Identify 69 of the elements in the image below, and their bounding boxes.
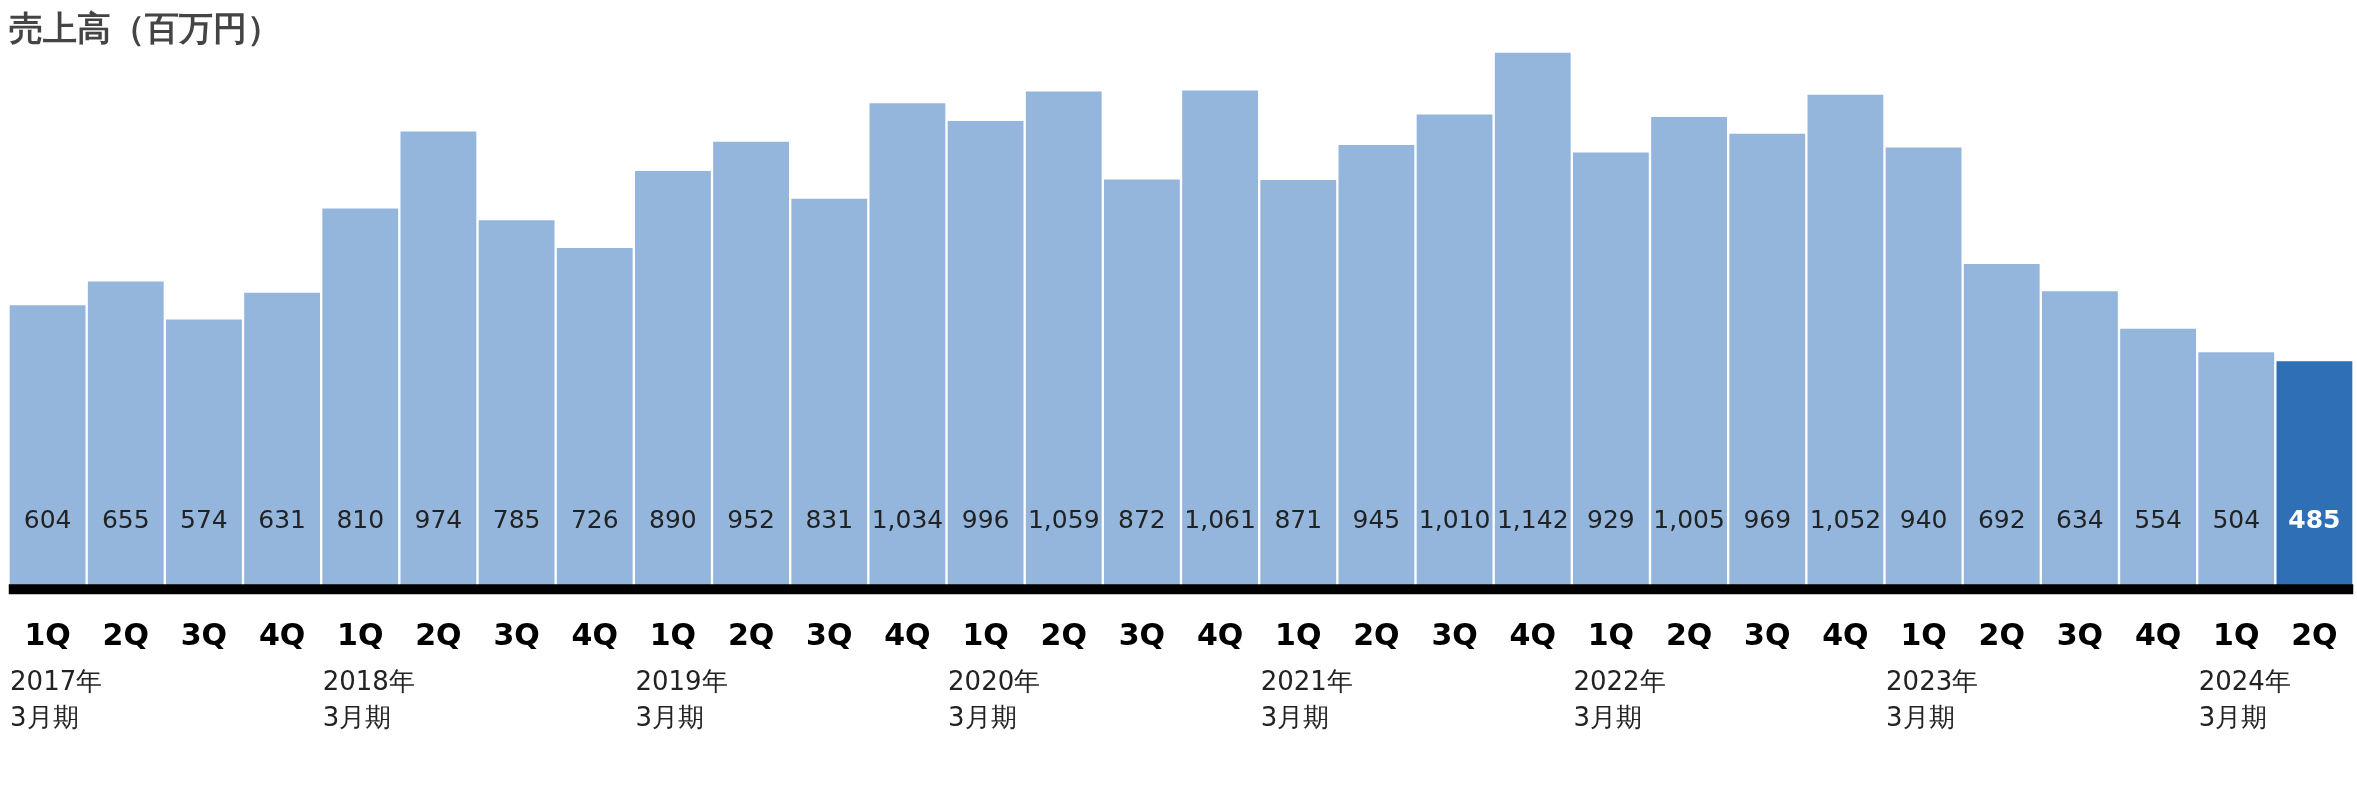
x-tick-label: 3Q bbox=[180, 616, 228, 652]
data-label: 872 bbox=[1118, 505, 1166, 535]
data-label: 631 bbox=[258, 505, 306, 535]
x-tick-label: 3Q bbox=[493, 616, 540, 652]
x-tick-label: 4Q bbox=[884, 616, 931, 652]
x-tick-label: 4Q bbox=[1509, 616, 1556, 652]
x-tick-label: 1Q bbox=[962, 616, 1009, 652]
x-tick-label: 2Q bbox=[2291, 616, 2338, 652]
data-label: 940 bbox=[1899, 505, 1948, 535]
x-tick-label: 1Q bbox=[1587, 616, 1635, 652]
x-tick-label: 3Q bbox=[806, 616, 853, 652]
data-label: 974 bbox=[414, 505, 463, 535]
text: 2020年 3月期 bbox=[948, 666, 1041, 733]
data-label: 655 bbox=[101, 505, 150, 535]
x-tick-label: 1Q bbox=[2213, 616, 2260, 652]
x-tick-label: 3Q bbox=[1118, 616, 1166, 652]
x-tick-label: 4Q bbox=[2134, 616, 2182, 652]
data-label: 810 bbox=[336, 505, 385, 535]
data-label: 634 bbox=[2056, 505, 2104, 535]
x-tick-label: 2Q bbox=[1665, 616, 1713, 652]
text: 2019年 3月期 bbox=[635, 666, 728, 733]
text: 2024年 3月期 bbox=[2198, 666, 2291, 733]
x-tick-label: 4Q bbox=[571, 616, 618, 652]
x-tick-label: 2Q bbox=[1040, 616, 1087, 652]
x-tick-label: 4Q bbox=[1822, 616, 1869, 652]
text: 2017年 3月期 bbox=[10, 666, 103, 733]
data-label: 604 bbox=[23, 505, 72, 535]
data-label: 504 bbox=[2212, 505, 2261, 535]
x-tick-label: 1Q bbox=[24, 616, 71, 652]
data-label: 1,059 bbox=[1027, 505, 1100, 535]
data-label: 692 bbox=[1977, 505, 2026, 535]
x-tick-label: 2Q bbox=[102, 616, 149, 652]
data-label: 1,034 bbox=[871, 505, 944, 535]
data-label: 1,142 bbox=[1496, 505, 1569, 535]
data-label: 945 bbox=[1352, 505, 1401, 535]
data-label: 785 bbox=[492, 505, 541, 535]
chart-title: 売上高（百万円） bbox=[8, 7, 281, 48]
text: 2023年 3月期 bbox=[1886, 666, 1979, 733]
x-tick-label: 4Q bbox=[1196, 616, 1244, 652]
x-tick-label: 2Q bbox=[415, 616, 462, 652]
text: 2018年 3月期 bbox=[322, 666, 415, 733]
data-label: 996 bbox=[961, 505, 1010, 535]
data-label: 871 bbox=[1274, 505, 1323, 535]
data-label: 1,052 bbox=[1809, 505, 1882, 535]
data-label: 929 bbox=[1587, 505, 1635, 535]
text: 2021年 3月期 bbox=[1260, 666, 1353, 733]
data-label: 1,010 bbox=[1418, 505, 1491, 535]
x-tick-label: 1Q bbox=[337, 616, 384, 652]
data-label: 831 bbox=[805, 505, 854, 535]
x-tick-label: 1Q bbox=[1275, 616, 1322, 652]
data-label: 485 bbox=[2288, 505, 2341, 535]
data-label: 574 bbox=[180, 505, 228, 535]
x-tick-label: 4Q bbox=[258, 616, 306, 652]
text: 2022年 3月期 bbox=[1573, 666, 1666, 733]
data-label: 1,061 bbox=[1184, 505, 1256, 535]
data-label: 890 bbox=[649, 505, 697, 535]
data-label: 952 bbox=[727, 505, 775, 535]
x-tick-label: 3Q bbox=[1431, 616, 1478, 652]
x-tick-label: 1Q bbox=[649, 616, 697, 652]
x-tick-label: 2Q bbox=[1978, 616, 2025, 652]
x-tick-label: 1Q bbox=[1900, 616, 1947, 652]
x-tick-label: 2Q bbox=[1353, 616, 1400, 652]
data-label: 554 bbox=[2134, 505, 2182, 535]
x-tick-label: 2Q bbox=[727, 616, 775, 652]
data-label: 1,005 bbox=[1653, 505, 1725, 535]
data-label: 726 bbox=[570, 505, 619, 535]
x-tick-label: 3Q bbox=[1744, 616, 1791, 652]
x-tick-label: 3Q bbox=[2056, 616, 2104, 652]
data-label: 969 bbox=[1743, 505, 1792, 535]
